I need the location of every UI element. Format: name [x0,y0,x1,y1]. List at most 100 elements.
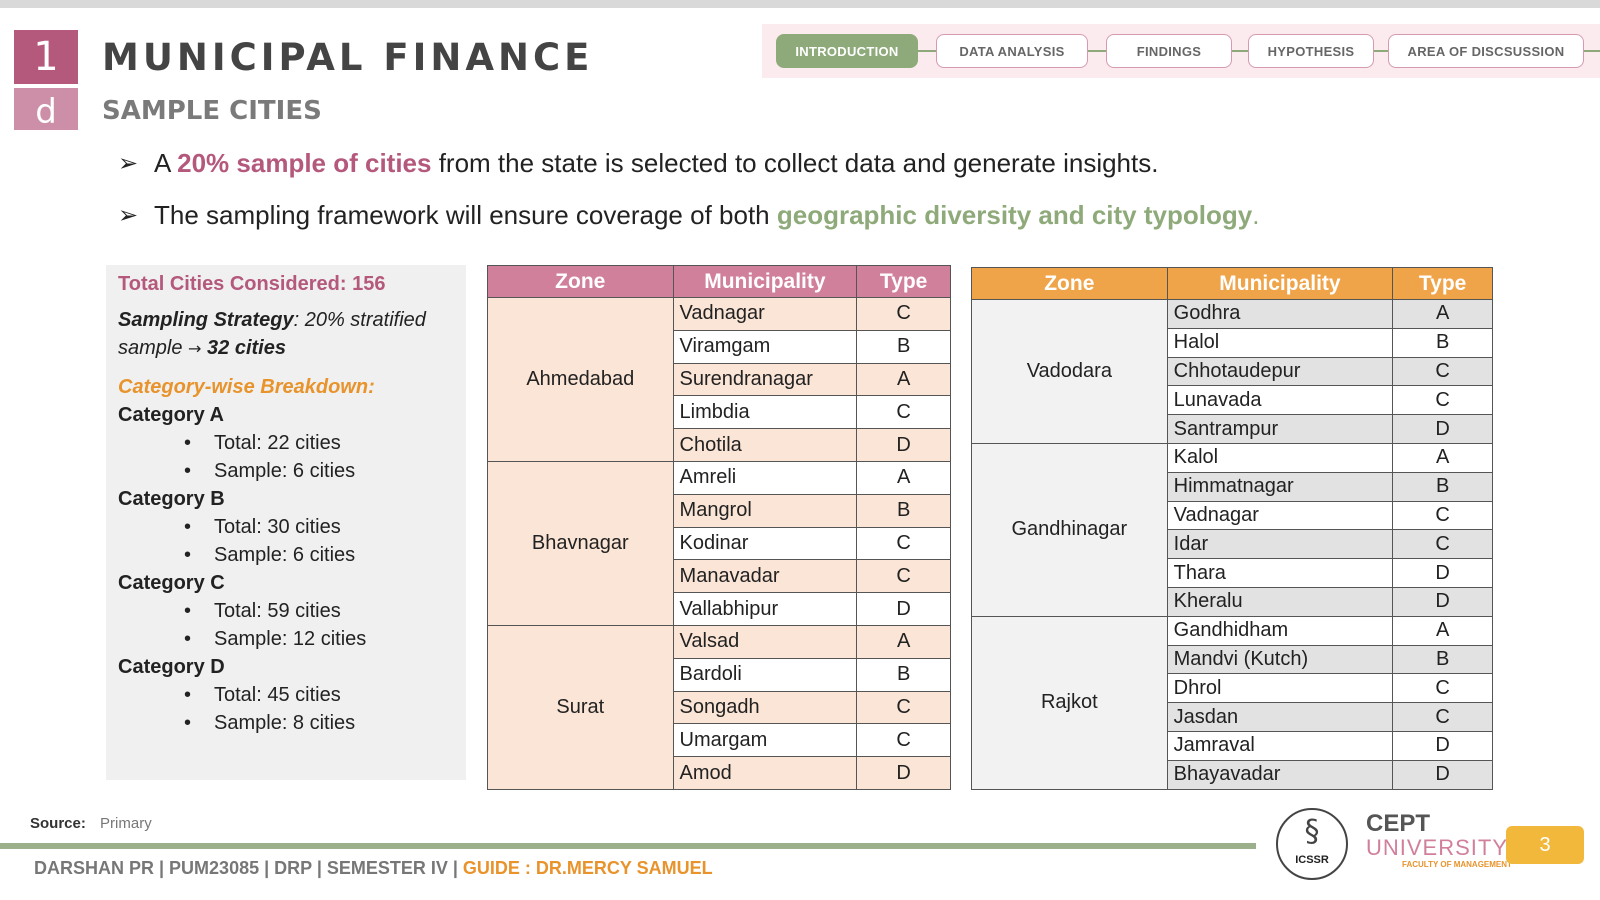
tab-area-of-discussion[interactable]: AREA OF DISCSUSSION [1388,34,1584,68]
cept-logo: CEPT UNIVERSITY FACULTY OF MANAGEMENT [1366,812,1512,870]
type-cell: B [856,493,951,528]
arrow-right-icon: → [188,339,202,358]
municipality-cell: Mangrol [672,493,858,528]
type-cell: C [1392,356,1493,387]
bullet-highlight: geographic diversity and city typology [776,200,1253,230]
type-cell: D [1392,414,1493,444]
table-row: Vadodara Godhra A [971,299,1493,444]
column-header-type: Type [1392,267,1493,300]
municipality-cell: Vallabhipur [672,592,858,626]
type-cell: C [856,559,951,594]
municipality-cell: Kalol [1166,442,1394,473]
type-cell: C [856,690,951,725]
category-total: • Total: 22 cities [184,432,341,454]
bullet-item: ➢ A 20% sample of cities from the state … [118,146,1498,198]
type-cell: B [856,329,951,364]
strategy-label: Sampling Strategy [118,309,294,331]
municipality-cell: Mandvi (Kutch) [1166,644,1394,675]
municipality-cell: Himmatnagar [1166,471,1394,502]
table-row: Vadnagar C [972,500,1493,531]
zone-cell: Bhavnagar [487,460,674,626]
type-cell: A [1392,299,1493,329]
municipality-cell: Vadnagar [672,297,858,331]
footer-credits: DARSHAN PR | PUM23085 | DRP | SEMESTER I… [34,858,713,879]
type-cell: A [1392,615,1493,646]
tab-introduction[interactable]: INTRODUCTION [776,34,918,68]
bullet-highlight: 20% sample of cities [177,148,432,178]
type-cell: A [1392,442,1493,473]
municipality-cell: Chhotaudepur [1166,356,1394,387]
source-label: Source: [30,815,86,832]
type-cell: A [856,460,951,495]
subsection-badge: d [14,88,78,130]
category-sample: • Sample: 12 cities [184,628,367,650]
municipality-cell: Godhra [1166,299,1394,329]
municipality-cell: Jamraval [1166,730,1394,761]
bullet-text: A [154,148,178,178]
category-heading: Category B [118,488,225,510]
tab-data-analysis[interactable]: DATA ANALYSIS [936,34,1088,68]
sampling-info-box: Total Cities Considered: 156 Sampling St… [106,265,466,780]
municipality-cell: Gandhidham [1166,615,1394,646]
category-heading: Category D [118,656,225,678]
municipality-cell: Bardoli [672,657,858,692]
type-cell: C [856,395,951,430]
municipality-cell: Santrampur [1166,414,1394,444]
breakdown-title: Category-wise Breakdown: [118,376,375,398]
table-row: Gandhinagar Kalol A [971,442,1493,617]
icssr-logo-text: ICSSR [1295,854,1329,866]
table-row: Jasdan C [972,702,1493,732]
table-row: Amod D [488,756,951,790]
bullet-item: ➢ The sampling framework will ensure cov… [118,198,1498,250]
table-row: Bhayavadar D [972,759,1493,790]
municipality-cell: Kheralu [1166,586,1394,617]
category-total: • Total: 45 cities [184,684,341,706]
column-header-type: Type [856,265,951,298]
category-heading: Category A [118,404,224,426]
sample-table-left: Zone Municipality Type Ahmedabad Vadnagar… [487,265,951,790]
type-cell: C [856,526,951,561]
type-cell: D [1392,759,1493,790]
municipality-cell: Amod [672,756,858,790]
type-cell: C [1392,500,1493,531]
type-cell: C [856,723,951,758]
sample-table-right: Zone Municipality Type Vadodara Godhra A Ha… [971,267,1493,790]
municipality-cell: Amreli [672,460,858,495]
tab-hypothesis[interactable]: HYPOTHESIS [1248,34,1374,68]
bullet-text: from the state is selected to collect da… [431,148,1159,178]
footer-divider [0,843,1256,849]
municipality-cell: Thara [1166,558,1394,588]
type-cell: D [856,428,951,462]
table-row: Kodinar C [488,526,951,561]
section-badge: 1 [14,30,78,84]
category-sample: • Sample: 6 cities [184,460,356,482]
table-row: Himmatnagar B [972,471,1493,502]
source-value: Primary [100,815,152,832]
table-row: Chotila D [488,428,951,462]
table-row: Mangrol B [488,493,951,528]
column-header-municipality: Municipality [672,265,858,298]
type-cell: C [1392,673,1493,704]
icssr-logo: § ICSSR [1276,808,1348,880]
table-row: Thara D [972,558,1493,588]
type-cell: B [1392,327,1493,358]
sampling-strategy: Sampling Strategy: 20% stratified sample… [118,306,454,363]
type-cell: A [856,624,951,659]
total-cities: Total Cities Considered: 156 [118,273,386,295]
table-row: Surendranagar A [488,362,951,397]
cept-logo-line3: FACULTY OF MANAGEMENT [1402,860,1512,869]
municipality-cell: Vadnagar [1166,500,1394,531]
type-cell: B [1392,644,1493,675]
cept-logo-line2: UNIVERSITY [1366,835,1509,860]
municipality-cell: Dhrol [1166,673,1394,704]
municipality-cell: Manavadar [672,559,858,594]
table-row: Idar C [972,529,1493,560]
type-cell: C [1392,385,1493,416]
page-number: 3 [1506,826,1584,864]
table-row: Bhavnagar Amreli A [487,460,951,626]
table-row: Vallabhipur D [488,592,951,626]
tab-findings[interactable]: FINDINGS [1106,34,1232,68]
category-sample: • Sample: 8 cities [184,712,356,734]
type-cell: D [1392,558,1493,588]
municipality-cell: Valsad [672,624,858,659]
